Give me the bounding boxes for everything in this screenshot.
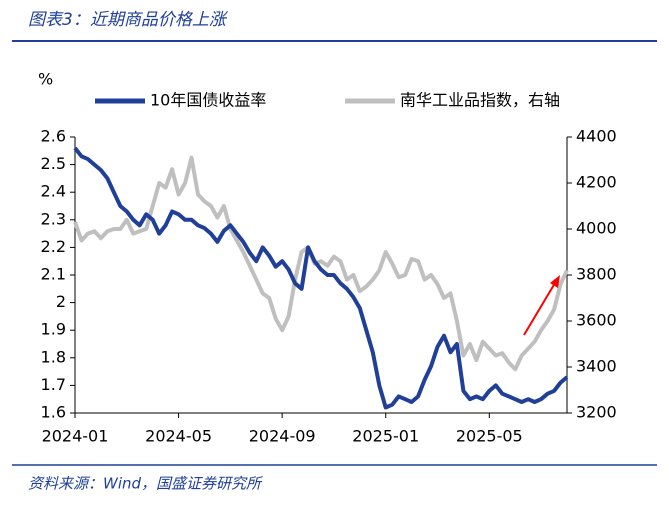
y-tick-label: 1.8: [41, 347, 66, 366]
y2-tick-label: 3800: [576, 265, 617, 284]
chart-title: 图表3：近期商品价格上涨: [28, 10, 229, 30]
y-tick-label: 2.3: [41, 209, 66, 228]
x-tick-label: 2024-05: [145, 427, 212, 446]
y2-tick-label: 3600: [576, 311, 617, 330]
arrow-shaft: [523, 282, 556, 336]
y-tick-label: 1.9: [41, 320, 66, 339]
legend-label: 南华工业品指数，右轴: [400, 91, 560, 110]
series-line: [73, 146, 569, 410]
y2-tick-label: 4000: [576, 219, 617, 238]
x-tick-label: 2025-01: [352, 427, 419, 446]
y-tick-label: 1.6: [41, 403, 66, 422]
y2-tick-label: 3200: [576, 403, 617, 422]
legend-label: 10年国债收益率: [150, 91, 266, 110]
y2-tick-label: 3400: [576, 357, 617, 376]
y-tick-label: 2.2: [41, 237, 66, 256]
y-tick-label: 2: [56, 292, 66, 311]
plot: 1.6 1.7 1.8 1.9 2 2.1 2.2 2.3 2.4 2.5 2.6 3200 3400 3…: [41, 91, 617, 446]
y-tick-label: 2.4: [41, 182, 66, 201]
y-tick-label: 1.7: [41, 375, 66, 394]
source: 资料来源：Wind，国盛证券研究所: [28, 475, 263, 493]
y-axis-label: %: [38, 70, 53, 89]
series-line: [73, 155, 569, 372]
y2-tick-label: 4400: [576, 127, 617, 146]
x-tick-label: 2024-01: [42, 427, 109, 446]
y-tick-label: 2.5: [41, 154, 66, 173]
y-tick-label: 2.1: [41, 265, 66, 284]
arrow-head: [550, 275, 560, 288]
y-tick-label: 2.6: [41, 127, 66, 146]
y2-tick-label: 4200: [576, 173, 617, 192]
x-tick-label: 2025-05: [456, 427, 523, 446]
x-tick-label: 2024-09: [249, 427, 316, 446]
